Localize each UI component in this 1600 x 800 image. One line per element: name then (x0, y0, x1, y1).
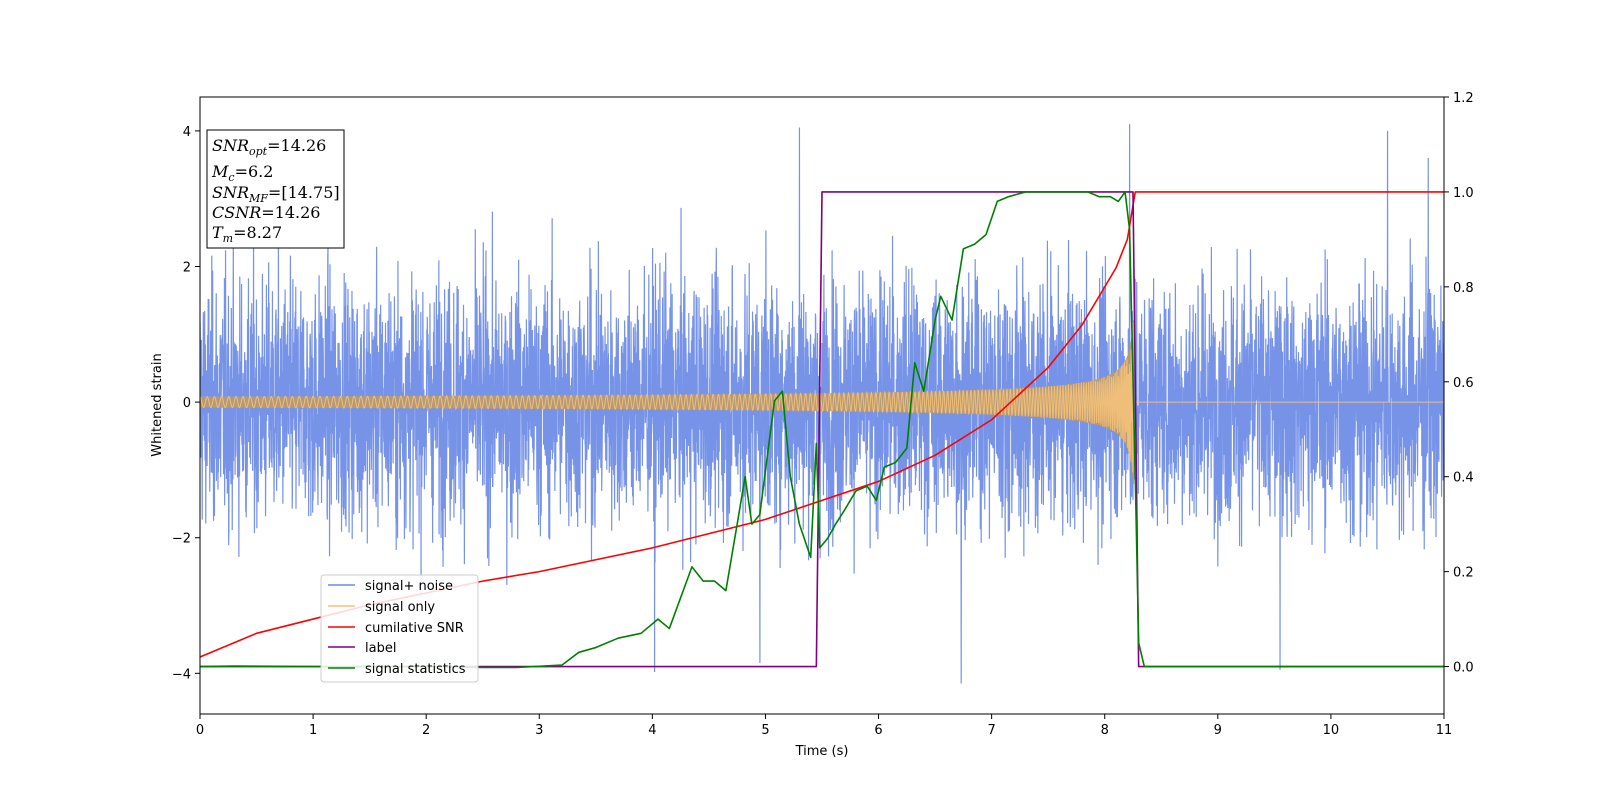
legend-entry-signal-noise: signal+ noise (328, 579, 453, 594)
legend-entry-cumulative-snr: cumilative SNR (328, 621, 464, 636)
x-tick-label-2: 2 (422, 723, 430, 738)
x-axis-label: Time (s) (795, 744, 849, 759)
x-tick-label-8: 8 (1101, 723, 1109, 738)
y-axis-label: Whitened strain (150, 353, 165, 456)
x-tick-label-6: 6 (874, 723, 882, 738)
legend-entry-signal-only: signal only (328, 600, 435, 615)
y-tick-label--4: −4 (172, 667, 191, 682)
y-tick-label-2: 2 (183, 261, 191, 276)
y2-tick-label-0.4: 0.4 (1453, 471, 1474, 486)
x-tick-label-7: 7 (987, 723, 995, 738)
axes-layer: 0 1 2 3 4 5 6 7 8 9 10 11 −4 −2 0 2 4 0.0 0.2 0.4 0.6 0.8 1.0 1… (172, 91, 1474, 738)
y2-tick-label-1.0: 1.0 (1453, 186, 1474, 201)
annotation-frame (206, 129, 345, 249)
x-tick-label-5: 5 (761, 723, 769, 738)
annotation-tm: Tm=8.27 (212, 223, 282, 245)
y2-tick-label-0.2: 0.2 (1453, 566, 1474, 581)
x-tick-label-10: 10 (1323, 723, 1340, 738)
legend: signal+ noise signal only cumilative SNR… (320, 574, 479, 683)
x-tick-label-4: 4 (648, 723, 656, 738)
legend-frame (320, 574, 479, 683)
legend-label-signal-statistics: signal statistics (365, 662, 466, 677)
legend-label-cumulative-snr: cumilative SNR (365, 621, 464, 636)
series-signal-statistics (200, 191, 1444, 669)
annotation-snr-mf: SNRMF=[14.75] (212, 183, 340, 205)
annotation-mc: Mc=6.2 (211, 162, 273, 184)
x-tick-label-1: 1 (309, 723, 317, 738)
y2-tick-label-0.0: 0.0 (1453, 661, 1474, 676)
y-tick-label-0: 0 (183, 396, 191, 411)
annotation-snr-opt: SNRopt=14.26 (212, 136, 326, 158)
series-signal-only-envelope (200, 320, 1135, 484)
legend-entry-signal-statistics: signal statistics (328, 662, 466, 677)
series-signal-noise (200, 124, 1444, 684)
legend-label-signal-noise: signal+ noise (365, 579, 453, 594)
legend-label-signal-only: signal only (365, 600, 435, 615)
y2-tick-label-0.8: 0.8 (1453, 281, 1474, 296)
series-signal-only (200, 322, 1444, 473)
y2-tick-label-1.2: 1.2 (1453, 91, 1474, 106)
legend-entry-label: label (328, 641, 396, 656)
annotation-box: SNRopt=14.26 Mc=6.2 SNRMF=[14.75] CSNR=1… (206, 129, 345, 249)
y-tick-label--2: −2 (172, 532, 191, 547)
annotation-csnr: CSNR=14.26 (212, 203, 320, 222)
x-tick-label-9: 9 (1214, 723, 1222, 738)
y-tick-label-4: 4 (183, 125, 191, 140)
plot-frame (199, 96, 1445, 715)
y2-tick-label-0.6: 0.6 (1453, 376, 1474, 391)
legend-label-label: label (365, 641, 396, 656)
x-tick-label-3: 3 (535, 723, 543, 738)
x-tick-label-0: 0 (196, 723, 204, 738)
x-tick-label-11: 11 (1436, 723, 1453, 738)
